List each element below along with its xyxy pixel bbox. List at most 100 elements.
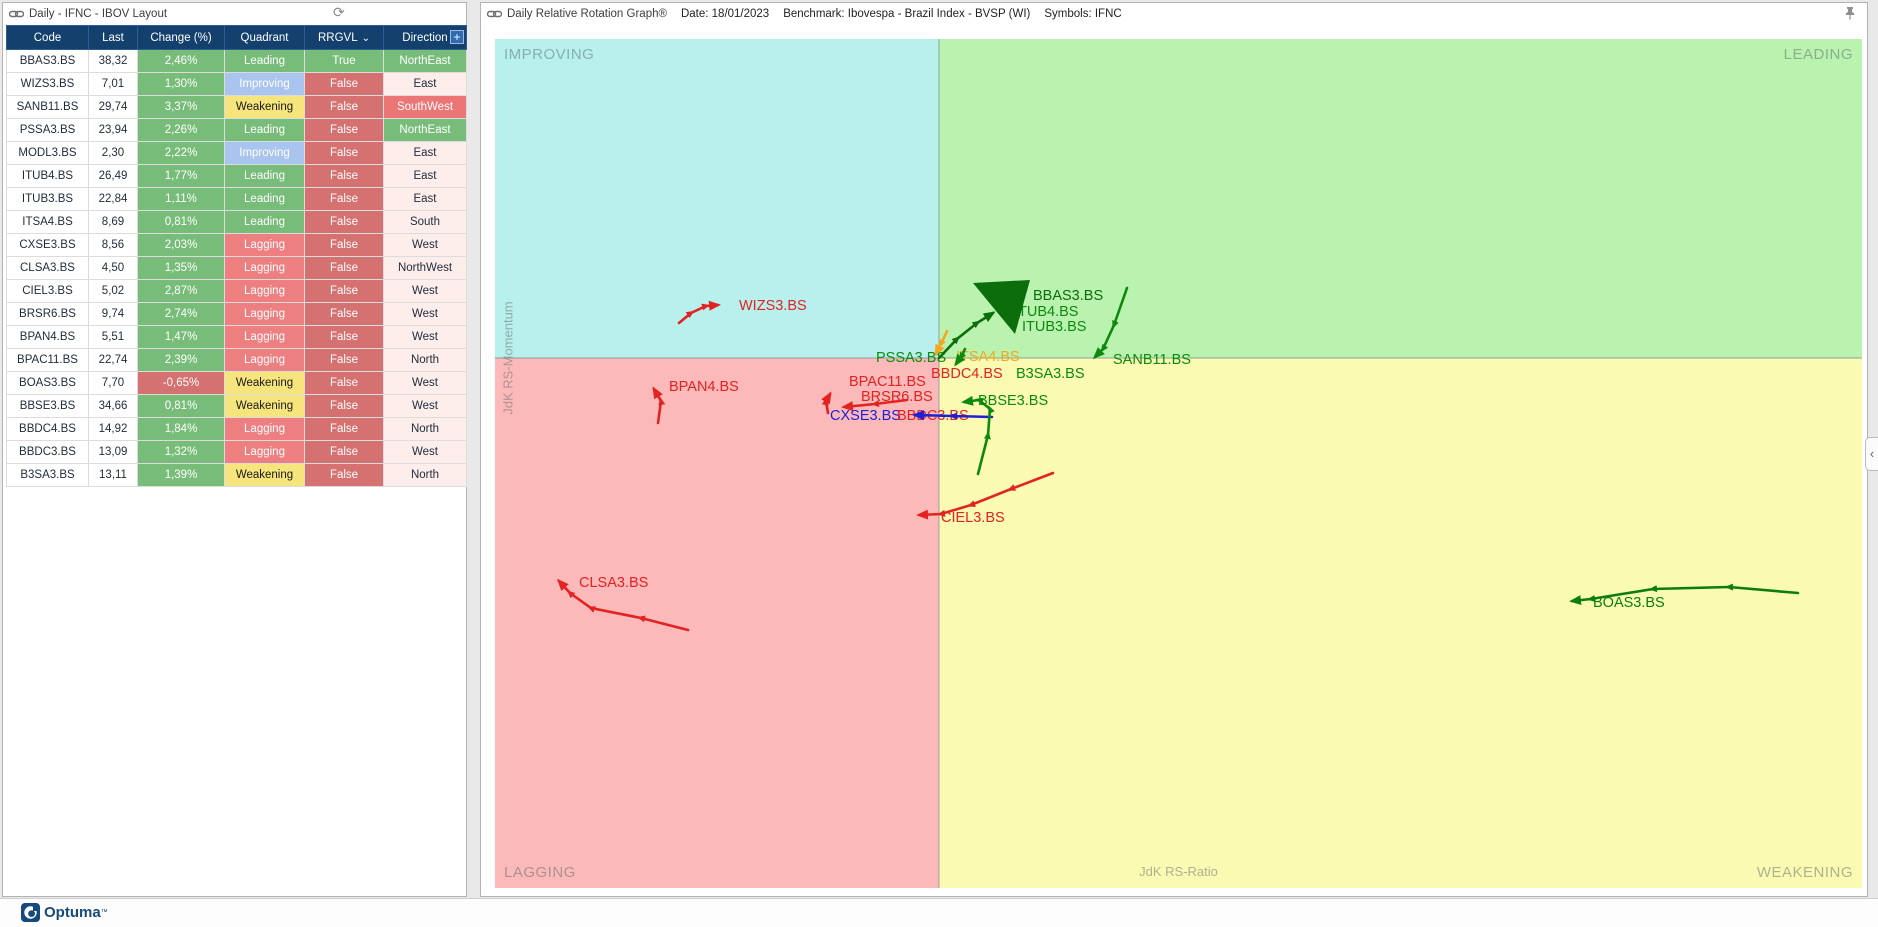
- cell-rrgvl: False: [304, 164, 384, 188]
- symbol-label-ITUB4.BS[interactable]: ITUB4.BS: [1014, 304, 1078, 320]
- col-header-last[interactable]: Last: [88, 25, 138, 50]
- cell-rrgvl: False: [304, 348, 384, 372]
- cell-change: -0,65%: [137, 371, 225, 395]
- cell-change: 1,39%: [137, 463, 225, 487]
- watchlist-title: Daily - IFNC - IBOV Layout: [29, 8, 168, 20]
- cell-code: BBDC4.BS: [6, 417, 89, 441]
- col-header-change[interactable]: Change (%): [137, 25, 225, 50]
- optuma-trademark: ™: [100, 909, 108, 916]
- cell-code: PSSA3.BS: [6, 118, 89, 142]
- cell-quadrant: Leading: [224, 187, 305, 211]
- cell-rrgvl: False: [304, 118, 384, 142]
- symbol-label-ITUB3.BS[interactable]: ITUB3.BS: [1022, 319, 1086, 335]
- cell-change: 2,87%: [137, 279, 225, 303]
- table-row[interactable]: CLSA3.BS 4,50 1,35% Lagging False NorthWest: [6, 256, 467, 280]
- table-row[interactable]: BPAN4.BS 5,51 1,47% Lagging False West: [6, 325, 467, 349]
- table-row[interactable]: CIEL3.BS 5,02 2,87% Lagging False West: [6, 279, 467, 303]
- refresh-icon[interactable]: ⟳: [333, 4, 345, 20]
- cell-code: MODL3.BS: [6, 141, 89, 165]
- table-row[interactable]: PSSA3.BS 23,94 2,26% Leading False NorthEast: [6, 118, 467, 142]
- cell-direction: North: [383, 463, 467, 487]
- optuma-logo[interactable]: Optuma ™: [21, 903, 108, 922]
- symbol-trail-ITSA4.BS: [934, 329, 949, 357]
- table-row[interactable]: ITSA4.BS 8,69 0,81% Leading False South: [6, 210, 467, 234]
- rrg-date: Date: 18/01/2023: [680, 8, 770, 20]
- symbol-label-ITSA4.BS[interactable]: ITSA4.BS: [956, 349, 1020, 365]
- rrg-title: Daily Relative Rotation Graph®: [507, 8, 667, 20]
- col-header-code[interactable]: Code: [6, 25, 89, 50]
- symbol-label-CLSA3.BS[interactable]: CLSA3.BS: [579, 575, 648, 591]
- table-row[interactable]: MODL3.BS 2,30 2,22% Improving False East: [6, 141, 467, 165]
- watchlist-panel: Daily - IFNC - IBOV Layout ⟳ Code Last C…: [2, 2, 467, 897]
- col-header-quadrant[interactable]: Quadrant: [224, 25, 305, 50]
- cell-quadrant: Leading: [224, 210, 305, 234]
- cell-last: 8,69: [88, 210, 138, 234]
- table-row[interactable]: BBAS3.BS 38,32 2,46% Leading True NorthEast: [6, 49, 467, 73]
- cell-change: 1,47%: [137, 325, 225, 349]
- cell-last: 13,11: [88, 463, 138, 487]
- symbol-label-BPAN4.BS[interactable]: BPAN4.BS: [669, 379, 739, 395]
- symbol-label-SANB11.BS[interactable]: SANB11.BS: [1113, 352, 1191, 368]
- collapse-chevron-icon: ‹: [1869, 446, 1875, 461]
- cell-change: 2,74%: [137, 302, 225, 326]
- symbol-label-CXSE3.BS[interactable]: CXSE3.BS: [830, 408, 901, 424]
- col-header-rrgvl[interactable]: RRGVL ⌄: [304, 25, 384, 50]
- table-row[interactable]: B3SA3.BS 13,11 1,39% Weakening False North: [6, 463, 467, 487]
- symbol-label-PSSA3.BS[interactable]: PSSA3.BS: [876, 350, 946, 366]
- pin-icon[interactable]: [1843, 6, 1857, 21]
- col-header-direction[interactable]: Direction +: [383, 25, 467, 50]
- table-row[interactable]: BBDC4.BS 14,92 1,84% Lagging False North: [6, 417, 467, 441]
- statusbar: Optuma ™: [0, 898, 1878, 927]
- table-row[interactable]: BOAS3.BS 7,70 -0,65% Weakening False West: [6, 371, 467, 395]
- cell-change: 2,26%: [137, 118, 225, 142]
- cell-rrgvl: False: [304, 325, 384, 349]
- cell-code: BPAC11.BS: [6, 348, 89, 372]
- symbol-trail-WIZS3.BS: [677, 300, 721, 325]
- table-row[interactable]: BBSE3.BS 34,66 0,81% Weakening False West: [6, 394, 467, 418]
- cell-rrgvl: False: [304, 417, 384, 441]
- cell-code: BOAS3.BS: [6, 371, 89, 395]
- rrg-table-body: BBAS3.BS 38,32 2,46% Leading True NorthEast WI…: [6, 49, 467, 487]
- rrg-panel-header: Daily Relative Rotation Graph® Date: 18/…: [481, 3, 1867, 25]
- cell-code: BBDC3.BS: [6, 440, 89, 464]
- table-row[interactable]: BRSR6.BS 9,74 2,74% Lagging False West: [6, 302, 467, 326]
- symbol-trail-BRSR6.BS: [841, 398, 909, 412]
- symbol-label-BBDC4.BS[interactable]: BBDC4.BS: [931, 366, 1003, 382]
- add-column-button[interactable]: +: [450, 30, 464, 44]
- cell-code: BBSE3.BS: [6, 394, 89, 418]
- symbol-label-BPAC11.BS[interactable]: BPAC11.BS: [849, 374, 926, 390]
- cell-code: CXSE3.BS: [6, 233, 89, 257]
- table-row[interactable]: BPAC11.BS 22,74 2,39% Lagging False North: [6, 348, 467, 372]
- cell-rrgvl: False: [304, 394, 384, 418]
- table-row[interactable]: WIZS3.BS 7,01 1,30% Improving False East: [6, 72, 467, 96]
- cell-rrgvl: False: [304, 440, 384, 464]
- table-row[interactable]: CXSE3.BS 8,56 2,03% Lagging False West: [6, 233, 467, 257]
- table-header-row: Code Last Change (%) Quadrant RRGVL ⌄ Dir…: [6, 25, 467, 50]
- cell-direction: West: [383, 371, 467, 395]
- cell-last: 13,09: [88, 440, 138, 464]
- symbol-label-BRSR6.BS[interactable]: BRSR6.BS: [861, 389, 933, 405]
- cell-quadrant: Leading: [224, 118, 305, 142]
- optuma-logo-icon: [21, 903, 40, 922]
- cell-rrgvl: False: [304, 72, 384, 96]
- cell-code: ITUB3.BS: [6, 187, 89, 211]
- table-row[interactable]: SANB11.BS 29,74 3,37% Weakening False SouthWe…: [6, 95, 467, 119]
- cell-quadrant: Lagging: [224, 348, 305, 372]
- cell-last: 7,70: [88, 371, 138, 395]
- symbol-trail-CLSA3.BS: [556, 578, 690, 632]
- symbol-label-B3SA3.BS[interactable]: B3SA3.BS: [1016, 366, 1085, 382]
- cell-last: 34,66: [88, 394, 138, 418]
- symbol-label-BBSE3.BS[interactable]: BBSE3.BS: [978, 393, 1048, 409]
- table-row[interactable]: ITUB4.BS 26,49 1,77% Leading False East: [6, 164, 467, 188]
- collapse-panel-button[interactable]: ‹: [1865, 437, 1878, 471]
- cell-direction: NorthWest: [383, 256, 467, 280]
- cell-direction: West: [383, 279, 467, 303]
- symbol-label-BBAS3.BS[interactable]: BBAS3.BS: [1033, 288, 1103, 304]
- table-row[interactable]: ITUB3.BS 22,84 1,11% Leading False East: [6, 187, 467, 211]
- symbol-trail-BOAS3.BS: [1569, 583, 1800, 606]
- symbol-trail-BPAC11.BS: [821, 391, 832, 415]
- symbol-label-WIZS3.BS[interactable]: WIZS3.BS: [739, 298, 807, 314]
- table-row[interactable]: BBDC3.BS 13,09 1,32% Lagging False West: [6, 440, 467, 464]
- cell-direction: West: [383, 302, 467, 326]
- cell-direction: NorthEast: [383, 118, 467, 142]
